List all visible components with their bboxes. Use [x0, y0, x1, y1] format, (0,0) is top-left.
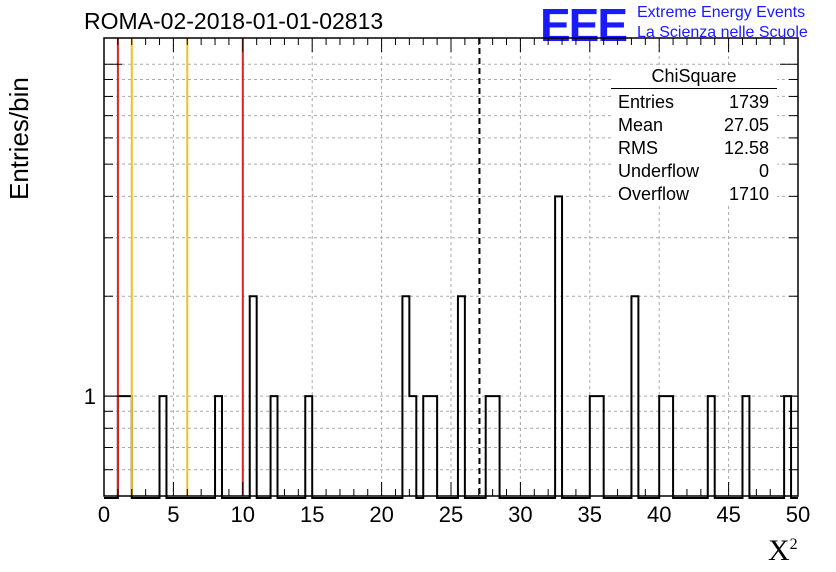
stats-label: Mean [618, 115, 664, 135]
stats-title: ChiSquare [611, 66, 777, 89]
logo-subtitle-line1: Extreme Energy Events [637, 4, 806, 21]
stats-value: 1739 [728, 92, 769, 112]
stats-label: Overflow [618, 184, 690, 204]
x-tick-label: 20 [369, 502, 393, 527]
stats-value: 12.58 [723, 138, 769, 158]
logo-subtitle-line2: La Scienza nelle Scuole [637, 24, 808, 41]
stats-row-entries: Entries 1739 [611, 91, 777, 114]
stats-row-overflow: Overflow 1710 [611, 183, 777, 206]
stats-label: RMS [618, 138, 658, 158]
stats-label: Entries [618, 92, 675, 112]
x-tick-label: 10 [231, 502, 255, 527]
x-tick-label: 50 [786, 502, 810, 527]
stats-box: ChiSquare Entries 1739 Mean 27.05 RMS 12.58 Un… [611, 66, 777, 206]
x-tick-label: 35 [578, 502, 602, 527]
eee-logo: EEE [540, 0, 628, 51]
x-tick-label: 45 [716, 502, 740, 527]
stats-value: 27.05 [723, 115, 769, 135]
x-tick-label: 5 [167, 502, 179, 527]
stats-rows: Entries 1739 Mean 27.05 RMS 12.58 Underflow 0 Ov… [611, 91, 777, 206]
x-tick-label: 40 [647, 502, 671, 527]
x-axis-label: X2 [768, 534, 798, 567]
x-tick-label: 25 [439, 502, 463, 527]
x-tick-label: 30 [508, 502, 532, 527]
y-tick-label: 1 [84, 384, 96, 409]
x-tick-label: 15 [300, 502, 324, 527]
stats-row-mean: Mean 27.05 [611, 114, 777, 137]
stats-value: 1710 [728, 184, 769, 204]
stats-row-underflow: Underflow 0 [611, 160, 777, 183]
histogram-series [104, 195, 798, 499]
stats-row-rms: RMS 12.58 [611, 137, 777, 160]
stats-label: Underflow [618, 161, 700, 181]
stats-value: 0 [758, 161, 769, 181]
x-tick-label: 0 [98, 502, 110, 527]
chart-title: ROMA-02-2018-01-01-02813 [84, 8, 384, 34]
